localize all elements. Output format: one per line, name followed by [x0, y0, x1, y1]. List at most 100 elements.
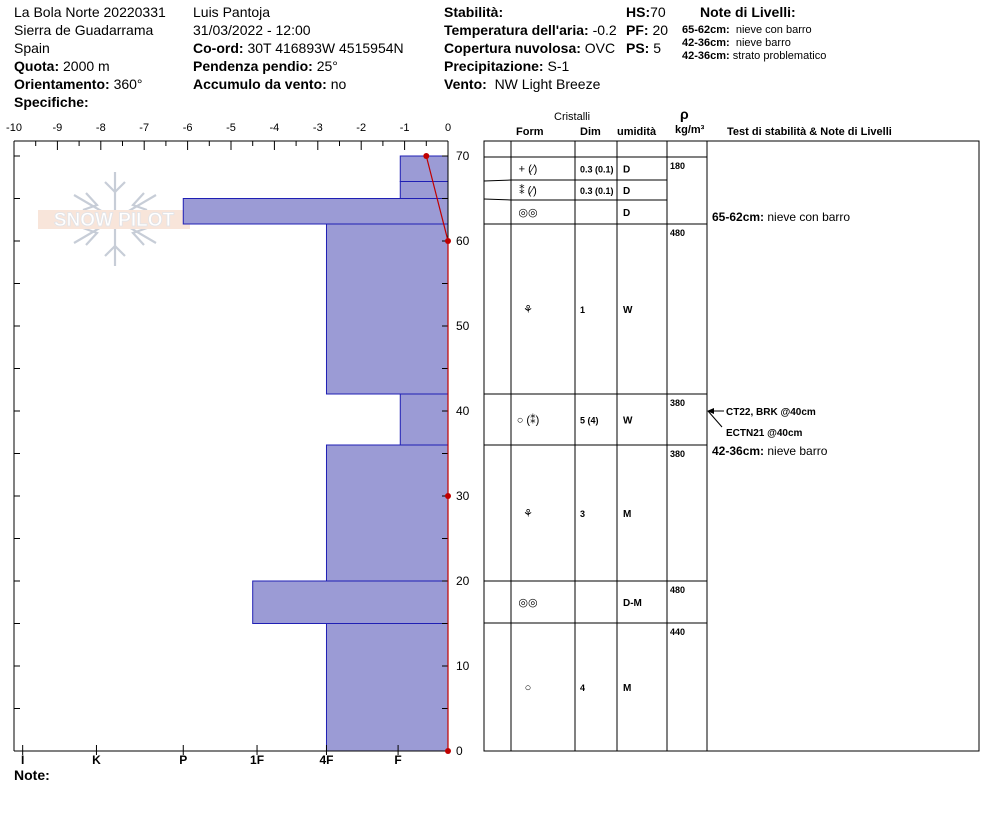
slope: Pendenza pendio: 25°	[193, 58, 338, 75]
hardness-bar	[325, 223, 449, 395]
hardness-tick-label: F	[394, 753, 401, 767]
stability-tests: CT22, BRK @40cm ECTN21 @40cm 65-62cm: niev…	[707, 210, 850, 458]
col-density-unit: kg/m³	[675, 124, 705, 136]
layer-table	[483, 140, 980, 752]
sky-cover: Copertura nuvolosa: OVC	[444, 40, 615, 57]
crystal-size: 1	[580, 305, 585, 315]
x-tick-label: -9	[53, 122, 63, 134]
layer-note-row: 65-62cm: nieve con barro	[712, 210, 850, 224]
air-temp-value: -0.2	[592, 22, 617, 38]
density: 480	[670, 228, 685, 238]
temperature-point	[445, 238, 451, 244]
crystal-size: 4	[580, 683, 585, 693]
air-temperature: Temperatura dell'aria: -0.2	[444, 22, 617, 39]
layer-note-text: nieve con barro	[764, 210, 850, 224]
layer-connector-line	[483, 198, 512, 201]
layer-table-cells: + (⁄) 0.3 (0.1) D 180 ⁑ (⁄) 0.3 (0.1) D ◎◎ D ⚘ 1 W 4…	[517, 161, 685, 694]
temperature-point	[445, 748, 451, 754]
precipitation: Precipitazione: S-1	[444, 58, 569, 75]
moisture: D	[623, 208, 630, 219]
aspect: Orientamento: 360°	[14, 76, 143, 93]
crystals-header: Cristalli	[554, 111, 591, 123]
moisture: W	[623, 305, 633, 316]
layer-note: 42-36cm: nieve barro	[682, 37, 791, 50]
layer-note-range: 42-36cm:	[682, 50, 730, 62]
x-tick-label: 0	[445, 122, 451, 134]
crystal-form: + (⁄)	[519, 164, 538, 176]
air-temp-label: Temperatura dell'aria:	[444, 22, 589, 38]
datetime: 31/03/2022 - 12:00	[193, 22, 311, 38]
moisture: M	[623, 683, 631, 694]
crystal-form: ⚘	[523, 508, 533, 520]
layer-note-text: nieve barro	[764, 444, 828, 458]
wind-loading-value: no	[330, 76, 347, 92]
col-size-header: Dim	[580, 126, 601, 138]
density: 180	[670, 161, 685, 171]
slope-value: 25°	[316, 58, 338, 74]
specifics-label: Specifiche:	[14, 94, 89, 110]
moisture: W	[623, 416, 633, 427]
pf-value: 20	[652, 22, 669, 38]
crystal-form: ○ (⁑)	[517, 414, 540, 427]
hs-label: HS:	[626, 4, 651, 20]
y-tick-label: 20	[456, 574, 470, 588]
temperature-point	[423, 153, 430, 159]
density: 480	[670, 585, 685, 595]
crystal-size: 5 (4)	[580, 416, 599, 426]
y-tick-label: 70	[456, 149, 470, 163]
moisture: M	[623, 509, 631, 520]
elevation: Quota: 2000 m	[14, 58, 110, 75]
col-tests-header: Test di stabilità & Note di Livelli	[727, 126, 892, 138]
hardness-bar	[325, 623, 449, 752]
layer-note-range: 65-62cm:	[712, 210, 764, 224]
coord-label: Co-ord:	[193, 40, 244, 56]
pf-label: PF:	[626, 22, 649, 38]
crystal-form: ◎◎	[518, 207, 537, 219]
temperature-point	[445, 493, 451, 499]
layer-connector-line	[483, 179, 512, 182]
sky-label: Copertura nuvolosa:	[444, 40, 581, 56]
layer-note-range: 42-36cm:	[682, 37, 730, 49]
x-tick-label: -10	[6, 122, 22, 134]
watermark-band	[38, 210, 190, 229]
y-tick-label: 60	[456, 234, 470, 248]
crystal-size: 3	[580, 509, 585, 519]
layer-note-range: 42-36cm:	[712, 444, 764, 458]
wind-label: Vento:	[444, 76, 487, 92]
sky-value: OVC	[584, 40, 616, 56]
y-tick-label: 30	[456, 489, 470, 503]
layer-note-row: 42-36cm: nieve barro	[712, 444, 828, 458]
wind-value: NW Light Breeze	[494, 76, 601, 92]
coord-value: 30T 416893W 4515954N	[247, 40, 404, 56]
density: 440	[670, 627, 685, 637]
col-density-symbol: ρ	[680, 106, 689, 122]
hardness-bars	[182, 155, 449, 752]
observer: Luis Pantoja	[193, 4, 271, 20]
density: 380	[670, 398, 685, 408]
crystal-size: 0.3 (0.1)	[580, 186, 614, 196]
aspect-value: 360°	[113, 76, 143, 92]
hardness-bar	[252, 580, 449, 624]
layer-note-text: nieve con barro	[735, 24, 812, 36]
x-tick-label: -7	[139, 122, 149, 134]
temperature-line	[425, 155, 449, 751]
elevation-value: 2000 m	[63, 58, 110, 74]
y-tick-label: 0	[456, 744, 463, 758]
elevation-label: Quota:	[14, 58, 60, 74]
hardness-bar	[399, 155, 449, 182]
ps-label: PS:	[626, 40, 650, 56]
x-tick-label: -4	[270, 122, 280, 134]
aspect-label: Orientamento:	[14, 76, 110, 92]
hardness-bar	[399, 393, 449, 446]
x-tick-label: -8	[96, 122, 106, 134]
x-tick-label: -5	[226, 122, 236, 134]
coordinates: Co-ord: 30T 416893W 4515954N	[193, 40, 404, 57]
watermark: SNOW PILOT	[38, 172, 190, 266]
layer-note: 65-62cm: nieve con barro	[682, 24, 812, 37]
mountain-range: Sierra de Guadarrama	[14, 22, 154, 38]
hs: HS:70	[626, 4, 666, 21]
ps: PS: 5	[626, 40, 661, 57]
hardness-tick-label: P	[179, 753, 187, 767]
country: Spain	[14, 40, 50, 56]
